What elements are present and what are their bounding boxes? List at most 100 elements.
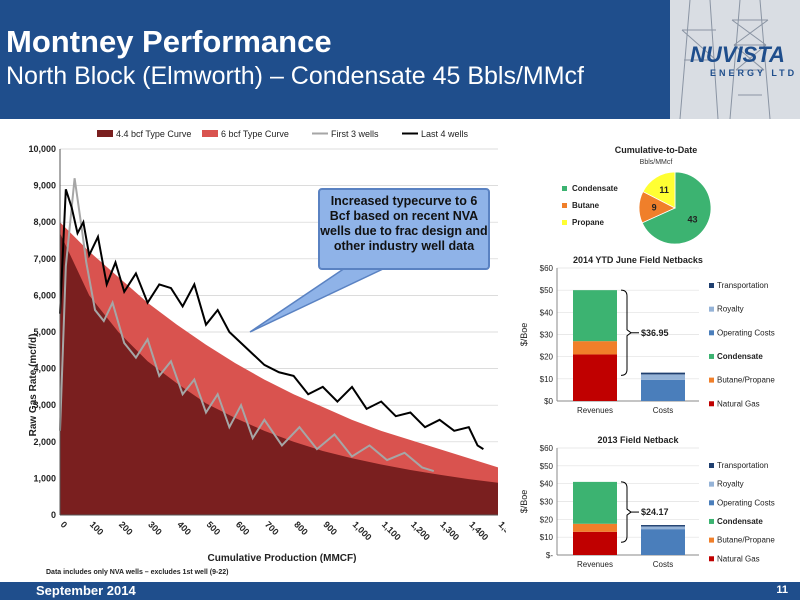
- data-footnote: Data includes only NVA wells – excludes …: [46, 569, 229, 576]
- netback-2013-legend-swatch: [709, 463, 714, 468]
- y-tick-label: 9,000: [33, 181, 56, 191]
- netback-2014-legend-swatch: [709, 377, 714, 383]
- pie-legend-swatch: [562, 203, 567, 208]
- pie-legend-label: Butane: [572, 201, 600, 210]
- pie-slices: 43 911: [638, 171, 712, 245]
- x-tick-label: 100: [88, 519, 106, 537]
- series-4-4-bcf-area: [60, 233, 498, 515]
- netback-2014-y-tick-label: $30: [540, 331, 554, 340]
- y-tick-label: 5,000: [33, 327, 56, 337]
- page-subtitle: North Block (Elmworth) – Condensate 45 B…: [6, 62, 584, 90]
- legend-label: 6 bcf Type Curve: [221, 129, 289, 139]
- typecurve-callout: Increased typecurve to 6 Bcf based on re…: [318, 188, 490, 270]
- pie-legend-label: Condensate: [572, 184, 618, 193]
- netback-2013-category-label: Revenues: [577, 560, 613, 569]
- cumulative-pie-chart: Cumulative-to-Date Bbls/MMcf 43 911 Conde…: [562, 145, 712, 245]
- netback-2013-bar-butane-propane: [573, 523, 617, 532]
- netback-2014-y-tick-label: $50: [540, 286, 554, 295]
- netback-2013-legend-swatch: [709, 556, 714, 562]
- x-tick-label: 200: [117, 519, 135, 537]
- pie-legend-swatch: [562, 186, 567, 191]
- y-tick-label: 7,000: [33, 254, 56, 264]
- netback-2013-category-label: Costs: [653, 560, 673, 569]
- x-tick-label: 1,000: [351, 519, 374, 542]
- x-tick-label: 1,400: [467, 519, 490, 542]
- x-tick-label: 900: [321, 519, 339, 537]
- pie-subtitle: Bbls/MMcf: [640, 159, 673, 166]
- x-tick-label: 600: [234, 519, 252, 537]
- netback-2014-category-label: Costs: [653, 406, 673, 415]
- netback-2013-legend-label: Royalty: [717, 480, 744, 489]
- netback-2013-y-tick-label: $60: [540, 444, 554, 453]
- netback-2013-y-tick-label: $10: [540, 533, 554, 542]
- netback-2013-y-tick-label: $30: [540, 498, 554, 507]
- netback-2013-bar-condensate: [573, 481, 617, 524]
- netback-2013-title: 2013 Field Netback: [597, 435, 679, 445]
- netback-2014-legend-label: Butane/Propane: [717, 376, 775, 385]
- x-tick-label: 1,500: [497, 519, 506, 542]
- netback-2014-netback-value: $36.95: [641, 328, 669, 338]
- y-tick-label: 1,000: [33, 473, 56, 483]
- production-chart: 4.4 bcf Type Curve 6 bcf Type Curve First …: [28, 129, 506, 564]
- x-tick-label: 500: [205, 519, 223, 537]
- netback-2013-bar-royalty: [641, 526, 685, 530]
- netback-2014-legend-swatch: [709, 330, 714, 336]
- netback-2014-bar-royalty: [641, 374, 685, 380]
- netback-2014-bracket: [620, 289, 632, 376]
- netback-2014-y-tick-label: $60: [540, 264, 554, 273]
- netback-2014-legend-swatch: [709, 353, 714, 359]
- netback-2013-y-tick-label: $-: [546, 551, 553, 560]
- netback-2013-bracket: [620, 481, 632, 543]
- netback-2014-bar-transportation: [641, 372, 685, 375]
- netback-2014-bar-operating-costs: [641, 379, 685, 401]
- header-banner: Montney Performance North Block (Elmwort…: [0, 0, 800, 119]
- netback-2013-bar-transportation: [641, 525, 685, 527]
- netback-2013-legend-label: Butane/Propane: [717, 536, 775, 545]
- netback-2013-legend-swatch: [709, 500, 714, 506]
- netback-2014-legend-swatch: [709, 401, 714, 407]
- netback-2014-bar-condensate: [573, 290, 617, 342]
- netback-2013-legend-label: Condensate: [717, 517, 763, 526]
- page-number: 11: [776, 584, 788, 596]
- netback-2013-legend-label: Natural Gas: [717, 554, 760, 563]
- main-chart-y-axis-label: Raw Gas Rate (mcf/d): [28, 334, 39, 437]
- netback-2013-chart: 2013 Field Netback $- $10 $20 $30 $40 $50 $60 $/…: [519, 435, 775, 569]
- netback-2014-legend-label: Condensate: [717, 352, 763, 361]
- y-tick-label: 10,000: [28, 144, 56, 154]
- netback-2013-legend-swatch: [709, 537, 714, 543]
- legend-label: First 3 wells: [331, 129, 379, 139]
- y-tick-label: 4,000: [33, 364, 56, 374]
- pie-data-label: 43: [688, 214, 698, 224]
- netback-2013-y-tick-label: $40: [540, 480, 554, 489]
- netback-2013-legend-swatch: [709, 481, 714, 487]
- page-title: Montney Performance: [6, 24, 332, 59]
- netback-2014-y-axis-label: $/Boe: [519, 323, 529, 347]
- company-logo: NUVISTA ENERGY LTD: [670, 0, 800, 119]
- x-tick-label: 0: [59, 519, 70, 530]
- pie-slice-propane: [642, 171, 676, 209]
- netback-2014-legend-label: Natural Gas: [717, 399, 760, 408]
- netback-2013-y-tick-label: $20: [540, 515, 554, 524]
- pie-legend-swatch: [562, 220, 567, 225]
- netback-2014-title: 2014 YTD June Field Netbacks: [573, 255, 703, 265]
- x-tick-label: 1,100: [380, 519, 403, 542]
- netback-2014-category-label: Revenues: [577, 406, 613, 415]
- footer-date: September 2014: [36, 583, 136, 598]
- x-tick-label: 1,200: [409, 519, 432, 542]
- x-tick-label: 1,300: [438, 519, 461, 542]
- netback-2014-bar-butane-propane: [573, 341, 617, 355]
- pie-legend: Condensate Butane Propane: [562, 184, 618, 227]
- y-tick-label: 0: [51, 510, 56, 520]
- netback-2014-y-tick-label: $20: [540, 353, 554, 362]
- netback-2013-legend-label: Operating Costs: [717, 498, 775, 507]
- netback-2013-y-axis-label: $/Boe: [519, 490, 529, 514]
- netback-2013-netback-value: $24.17: [641, 507, 669, 517]
- netback-2013-legend-label: Transportation: [717, 461, 768, 470]
- netback-2014-legend-label: Royalty: [717, 305, 744, 314]
- legend-label: 4.4 bcf Type Curve: [116, 129, 191, 139]
- pie-data-label: 11: [659, 185, 669, 195]
- y-tick-label: 6,000: [33, 290, 56, 300]
- logo-tagline: ENERGY LTD: [710, 68, 798, 78]
- legend-swatch: [97, 130, 113, 137]
- netback-2014-legend-swatch: [709, 283, 714, 288]
